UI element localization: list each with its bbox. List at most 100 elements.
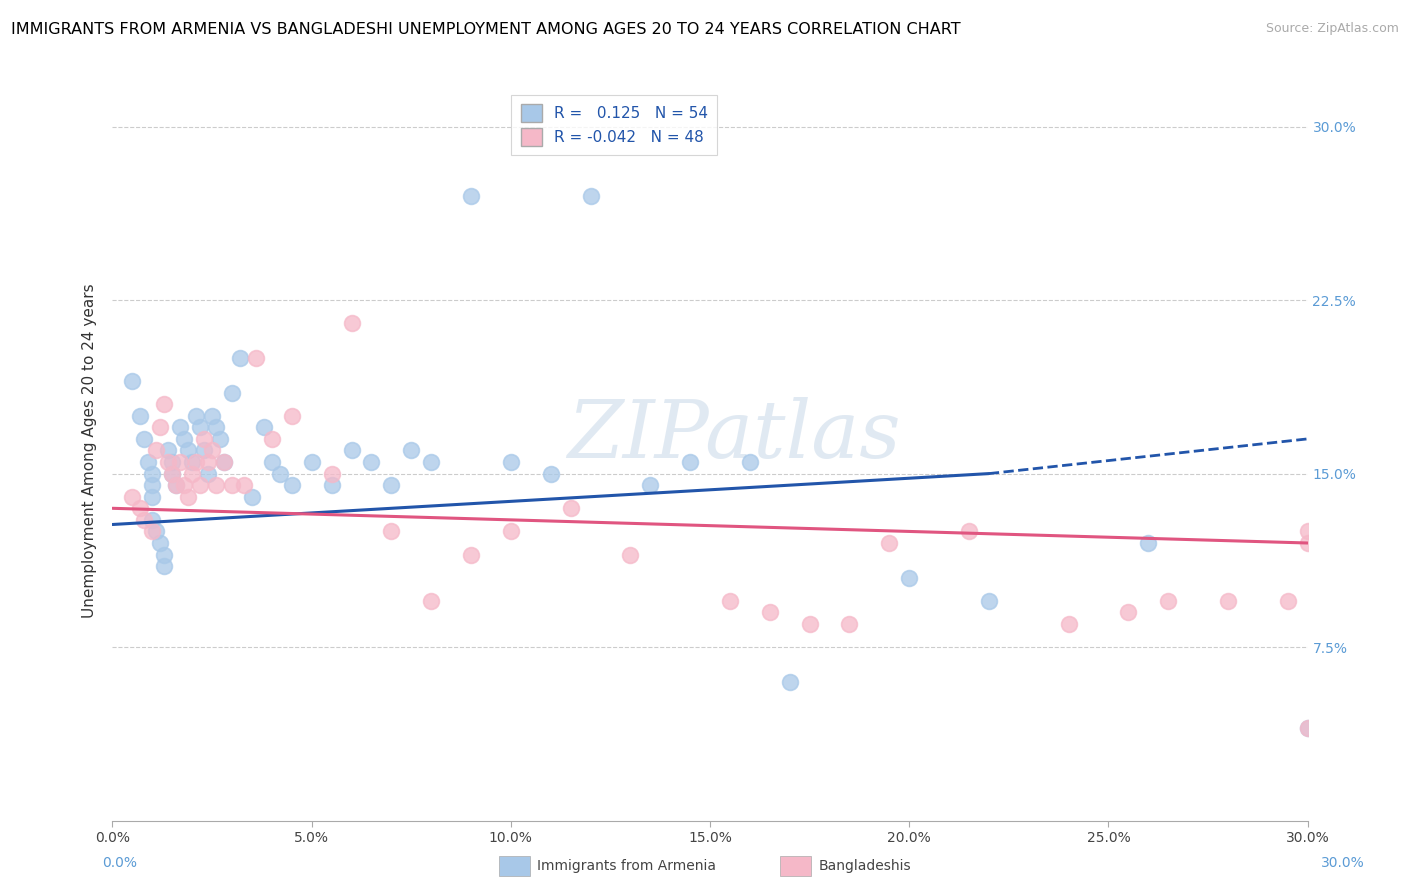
- Point: [240, 490, 263, 504]
- Point: [1296, 721, 1319, 735]
- Point: [879, 536, 901, 550]
- Point: [977, 594, 1000, 608]
- Point: [138, 455, 160, 469]
- Point: [499, 524, 522, 539]
- Point: [121, 374, 143, 388]
- Point: [153, 397, 176, 411]
- Point: [197, 455, 219, 469]
- Point: [460, 189, 482, 203]
- Point: [205, 478, 228, 492]
- Point: [193, 443, 215, 458]
- Point: [380, 478, 402, 492]
- Point: [679, 455, 702, 469]
- Point: [134, 513, 156, 527]
- Point: [141, 490, 163, 504]
- Point: [129, 501, 152, 516]
- Point: [321, 478, 343, 492]
- Y-axis label: Unemployment Among Ages 20 to 24 years: Unemployment Among Ages 20 to 24 years: [82, 283, 97, 618]
- Point: [1057, 617, 1080, 632]
- Point: [619, 548, 641, 562]
- Point: [157, 455, 180, 469]
- Text: Immigrants from Armenia: Immigrants from Armenia: [537, 859, 716, 873]
- Point: [779, 674, 801, 689]
- Point: [149, 536, 172, 550]
- Point: [260, 455, 283, 469]
- Point: [640, 478, 662, 492]
- Point: [499, 455, 522, 469]
- Point: [560, 501, 582, 516]
- Point: [121, 490, 143, 504]
- Point: [212, 455, 235, 469]
- Text: IMMIGRANTS FROM ARMENIA VS BANGLADESHI UNEMPLOYMENT AMONG AGES 20 TO 24 YEARS CO: IMMIGRANTS FROM ARMENIA VS BANGLADESHI U…: [11, 22, 960, 37]
- Point: [134, 432, 156, 446]
- Point: [129, 409, 152, 423]
- Text: ZIPatlas: ZIPatlas: [567, 397, 901, 475]
- Point: [169, 420, 191, 434]
- Point: [321, 467, 343, 481]
- Point: [281, 409, 304, 423]
- Point: [340, 443, 363, 458]
- Legend: R =   0.125   N = 54, R = -0.042   N = 48: R = 0.125 N = 54, R = -0.042 N = 48: [512, 95, 717, 155]
- Text: 30.0%: 30.0%: [1320, 856, 1365, 871]
- Point: [201, 443, 224, 458]
- Point: [157, 443, 180, 458]
- Point: [186, 455, 208, 469]
- Point: [141, 478, 163, 492]
- Point: [301, 455, 323, 469]
- Point: [540, 467, 562, 481]
- Point: [212, 455, 235, 469]
- Point: [145, 524, 167, 539]
- Point: [1296, 721, 1319, 735]
- Point: [153, 559, 176, 574]
- Point: [1296, 524, 1319, 539]
- Point: [360, 455, 382, 469]
- Text: Source: ZipAtlas.com: Source: ZipAtlas.com: [1265, 22, 1399, 36]
- Point: [186, 409, 208, 423]
- Point: [1216, 594, 1239, 608]
- Point: [141, 513, 163, 527]
- Point: [145, 443, 167, 458]
- Point: [165, 478, 187, 492]
- Point: [759, 606, 782, 620]
- Point: [245, 351, 267, 365]
- Point: [188, 420, 211, 434]
- Point: [738, 455, 761, 469]
- Point: [1157, 594, 1180, 608]
- Point: [340, 316, 363, 330]
- Point: [898, 571, 921, 585]
- Point: [401, 443, 423, 458]
- Point: [165, 478, 187, 492]
- Point: [173, 478, 195, 492]
- Point: [141, 467, 163, 481]
- Point: [162, 467, 183, 481]
- Point: [380, 524, 402, 539]
- Point: [957, 524, 980, 539]
- Point: [1277, 594, 1299, 608]
- Point: [229, 351, 252, 365]
- Point: [221, 478, 243, 492]
- Point: [188, 478, 211, 492]
- Text: 0.0%: 0.0%: [103, 856, 136, 871]
- Point: [169, 455, 191, 469]
- Point: [177, 443, 200, 458]
- Point: [173, 432, 195, 446]
- Point: [1296, 536, 1319, 550]
- Point: [253, 420, 276, 434]
- Point: [181, 467, 204, 481]
- Point: [141, 524, 163, 539]
- Point: [233, 478, 256, 492]
- Point: [281, 478, 304, 492]
- Point: [460, 548, 482, 562]
- Point: [197, 467, 219, 481]
- Point: [579, 189, 602, 203]
- Point: [162, 467, 183, 481]
- Point: [838, 617, 860, 632]
- Point: [420, 594, 443, 608]
- Point: [269, 467, 291, 481]
- Point: [153, 548, 176, 562]
- Point: [201, 409, 224, 423]
- Point: [718, 594, 741, 608]
- Point: [799, 617, 821, 632]
- Point: [149, 420, 172, 434]
- Point: [420, 455, 443, 469]
